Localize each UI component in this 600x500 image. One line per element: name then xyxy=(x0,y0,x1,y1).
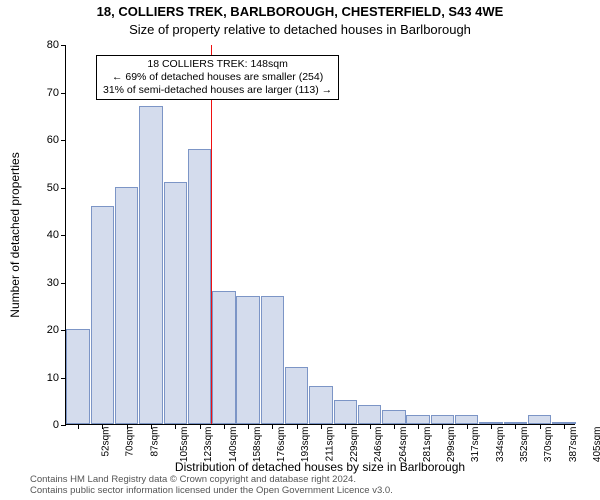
x-tick-label: 387sqm xyxy=(568,427,579,463)
y-axis-label: Number of detached properties xyxy=(8,45,28,425)
x-tick xyxy=(151,424,152,429)
annotation-box: 18 COLLIERS TREK: 148sqm ← 69% of detach… xyxy=(96,55,339,100)
histogram-bar xyxy=(236,296,260,424)
annotation-line-3: 31% of semi-detached houses are larger (… xyxy=(103,84,332,97)
plot-area: 18 COLLIERS TREK: 148sqm ← 69% of detach… xyxy=(65,45,575,425)
y-tick-label: 10 xyxy=(31,372,59,384)
x-tick xyxy=(467,424,468,429)
x-tick xyxy=(515,424,516,429)
x-tick xyxy=(127,424,128,429)
x-tick-label: 52sqm xyxy=(101,427,112,457)
y-tick xyxy=(61,188,66,189)
histogram-bar xyxy=(66,329,90,424)
y-tick-label: 30 xyxy=(31,277,59,289)
x-tick-label: 334sqm xyxy=(495,427,506,463)
histogram-bar xyxy=(431,415,455,425)
histogram-bar xyxy=(188,149,212,425)
x-tick-label: 246sqm xyxy=(373,427,384,463)
annotation-line-1: 18 COLLIERS TREK: 148sqm xyxy=(103,58,332,71)
y-tick-label: 20 xyxy=(31,324,59,336)
y-tick-label: 60 xyxy=(31,134,59,146)
x-tick-label: 105sqm xyxy=(179,427,190,463)
y-tick xyxy=(61,378,66,379)
x-tick xyxy=(272,424,273,429)
y-tick xyxy=(61,235,66,236)
histogram-bar xyxy=(309,386,333,424)
histogram-bar xyxy=(139,106,163,424)
x-tick-label: 158sqm xyxy=(252,427,263,463)
x-tick-label: 211sqm xyxy=(324,427,335,462)
x-tick-label: 352sqm xyxy=(519,427,530,463)
y-tick-label: 0 xyxy=(31,419,59,431)
x-tick-label: 176sqm xyxy=(276,427,287,463)
x-tick xyxy=(394,424,395,429)
x-tick-label: 281sqm xyxy=(422,427,433,463)
histogram-bar xyxy=(406,415,430,425)
histogram-bar xyxy=(164,182,188,424)
histogram-bar xyxy=(261,296,285,424)
x-tick-label: 299sqm xyxy=(446,427,457,463)
x-tick xyxy=(564,424,565,429)
x-tick xyxy=(200,424,201,429)
x-tick xyxy=(491,424,492,429)
x-tick-label: 87sqm xyxy=(149,427,160,457)
chart-subtitle: Size of property relative to detached ho… xyxy=(0,22,600,37)
x-axis-label: Distribution of detached houses by size … xyxy=(65,460,575,474)
y-tick xyxy=(61,283,66,284)
y-tick xyxy=(61,93,66,94)
histogram-bar xyxy=(455,415,479,425)
y-tick-label: 70 xyxy=(31,87,59,99)
histogram-bar xyxy=(382,410,406,424)
x-tick xyxy=(102,424,103,429)
x-tick-label: 70sqm xyxy=(125,427,136,457)
y-tick xyxy=(61,45,66,46)
x-tick xyxy=(418,424,419,429)
x-tick xyxy=(345,424,346,429)
x-tick-label: 123sqm xyxy=(203,427,214,463)
x-tick xyxy=(224,424,225,429)
x-tick-label: 140sqm xyxy=(228,427,239,463)
x-tick-label: 229sqm xyxy=(349,427,360,463)
chart-title-address: 18, COLLIERS TREK, BARLBOROUGH, CHESTERF… xyxy=(0,4,600,19)
histogram-bar xyxy=(285,367,309,424)
y-tick xyxy=(61,140,66,141)
x-tick-label: 370sqm xyxy=(543,427,554,463)
annotation-line-2: ← 69% of detached houses are smaller (25… xyxy=(103,71,332,84)
x-tick xyxy=(540,424,541,429)
histogram-bar xyxy=(358,405,382,424)
y-tick-label: 80 xyxy=(31,39,59,51)
x-tick-label: 317sqm xyxy=(471,427,482,463)
histogram-bar xyxy=(334,400,358,424)
x-tick-label: 405sqm xyxy=(592,427,600,463)
x-tick xyxy=(321,424,322,429)
x-tick-label: 264sqm xyxy=(398,427,409,463)
x-tick xyxy=(442,424,443,429)
highlight-line xyxy=(211,45,213,424)
x-tick xyxy=(248,424,249,429)
histogram-bar xyxy=(115,187,139,425)
x-tick xyxy=(175,424,176,429)
y-tick-label: 50 xyxy=(31,182,59,194)
y-tick-label: 40 xyxy=(31,229,59,241)
x-tick-label: 193sqm xyxy=(301,427,312,463)
x-tick xyxy=(370,424,371,429)
x-tick xyxy=(297,424,298,429)
histogram-bar xyxy=(91,206,115,425)
y-tick xyxy=(61,330,66,331)
x-tick xyxy=(78,424,79,429)
y-tick xyxy=(61,425,66,426)
histogram-bar xyxy=(212,291,236,424)
footer-line-2: Contains public sector information licen… xyxy=(30,486,590,497)
histogram-bar xyxy=(528,415,552,425)
footer-attribution: Contains HM Land Registry data © Crown c… xyxy=(30,475,590,497)
